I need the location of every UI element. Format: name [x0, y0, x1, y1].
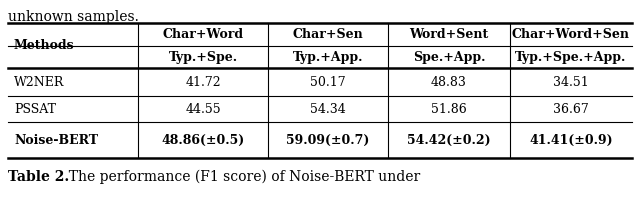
Text: Word+Sent: Word+Sent [410, 28, 488, 41]
Text: 34.51: 34.51 [553, 75, 589, 88]
Text: 41.72: 41.72 [185, 75, 221, 88]
Text: Char+Word+Sen: Char+Word+Sen [512, 28, 630, 41]
Text: Typ.+Spe.+App.: Typ.+Spe.+App. [515, 50, 627, 63]
Text: Typ.+Spe.: Typ.+Spe. [168, 50, 237, 63]
Text: Methods: Methods [14, 39, 75, 52]
Text: Char+Sen: Char+Sen [292, 28, 364, 41]
Text: Noise-BERT: Noise-BERT [14, 134, 98, 147]
Text: Spe.+App.: Spe.+App. [413, 50, 485, 63]
Text: Char+Word: Char+Word [163, 28, 244, 41]
Text: 50.17: 50.17 [310, 75, 346, 88]
Text: 48.83: 48.83 [431, 75, 467, 88]
Text: 41.41(±0.9): 41.41(±0.9) [529, 134, 613, 147]
Text: 51.86: 51.86 [431, 102, 467, 115]
Text: 54.42(±0.2): 54.42(±0.2) [407, 134, 491, 147]
Text: 54.34: 54.34 [310, 102, 346, 115]
Text: 44.55: 44.55 [185, 102, 221, 115]
Text: 48.86(±0.5): 48.86(±0.5) [161, 134, 244, 147]
Text: unknown samples.: unknown samples. [8, 10, 139, 24]
Text: Typ.+App.: Typ.+App. [292, 50, 364, 63]
Text: The performance (F1 score) of Noise-BERT under: The performance (F1 score) of Noise-BERT… [60, 170, 420, 184]
Text: PSSAT: PSSAT [14, 102, 56, 115]
Text: 59.09(±0.7): 59.09(±0.7) [286, 134, 370, 147]
Text: W2NER: W2NER [14, 75, 65, 88]
Text: Table 2.: Table 2. [8, 170, 69, 184]
Text: 36.67: 36.67 [553, 102, 589, 115]
